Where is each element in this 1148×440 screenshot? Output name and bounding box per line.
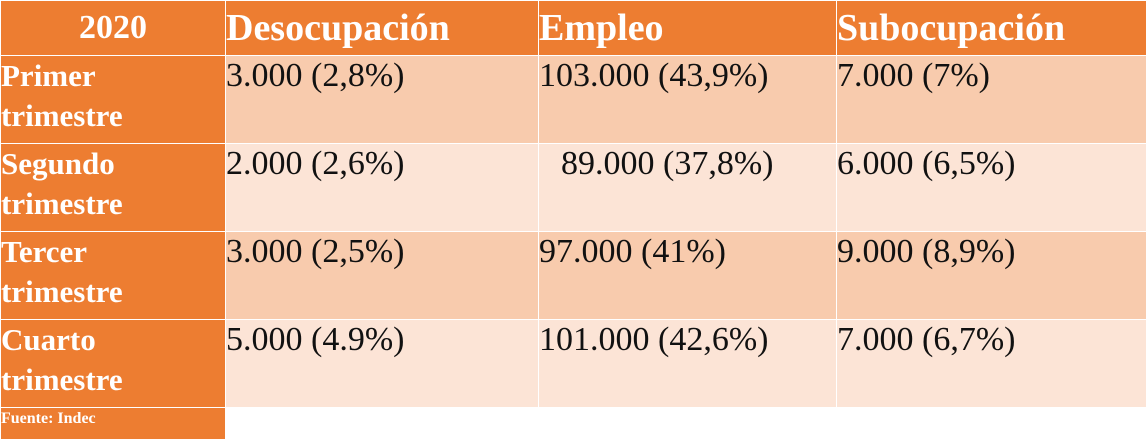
cell-empleo: 89.000 (37,8%) xyxy=(538,143,837,232)
row-label-line2: trimestre xyxy=(1,186,123,221)
row-label-line2: trimestre xyxy=(1,98,123,133)
row-label-primer-trimestre: Primer trimestre xyxy=(0,55,226,144)
row-label-tercer-trimestre: Tercer trimestre xyxy=(0,231,226,320)
table-row: Primer trimestre 3.000 (2,8%) 103.000 (4… xyxy=(0,55,1147,144)
header-empleo: Empleo xyxy=(538,0,837,56)
cell-desocupacion: 2.000 (2,6%) xyxy=(225,143,539,232)
table-row: Segundo trimestre 2.000 (2,6%) 89.000 (3… xyxy=(0,143,1147,232)
source-row: Fuente: Indec xyxy=(0,407,1147,440)
source-note: Fuente: Indec xyxy=(0,407,226,440)
cell-empleo: 97.000 (41%) xyxy=(538,231,837,320)
source-row-blank xyxy=(225,407,1147,440)
table-header-row: 2020 Desocupación Empleo Subocupación xyxy=(0,0,1147,56)
cell-subocupacion: 6.000 (6,5%) xyxy=(836,143,1147,232)
cell-desocupacion: 3.000 (2,8%) xyxy=(225,55,539,144)
row-label-line1: Cuarto xyxy=(1,322,96,357)
row-label-line1: Tercer xyxy=(1,234,88,269)
row-label-line2: trimestre xyxy=(1,274,123,309)
cell-subocupacion: 9.000 (8,9%) xyxy=(836,231,1147,320)
cell-subocupacion: 7.000 (7%) xyxy=(836,55,1147,144)
table-row: Cuarto trimestre 5.000 (4.9%) 101.000 (4… xyxy=(0,319,1147,408)
row-label-line2: trimestre xyxy=(1,362,123,397)
row-label-line1: Primer xyxy=(1,58,96,93)
cell-desocupacion: 5.000 (4.9%) xyxy=(225,319,539,408)
cell-empleo: 101.000 (42,6%) xyxy=(538,319,837,408)
cell-desocupacion: 3.000 (2,5%) xyxy=(225,231,539,320)
row-label-line1: Segundo xyxy=(1,146,115,181)
table-row: Tercer trimestre 3.000 (2,5%) 97.000 (41… xyxy=(0,231,1147,320)
header-subocupacion: Subocupación xyxy=(836,0,1147,56)
row-label-cuarto-trimestre: Cuarto trimestre xyxy=(0,319,226,408)
row-label-segundo-trimestre: Segundo trimestre xyxy=(0,143,226,232)
cell-empleo: 103.000 (43,9%) xyxy=(538,55,837,144)
header-desocupacion: Desocupación xyxy=(225,0,539,56)
header-year: 2020 xyxy=(0,0,226,56)
cell-subocupacion: 7.000 (6,7%) xyxy=(836,319,1147,408)
